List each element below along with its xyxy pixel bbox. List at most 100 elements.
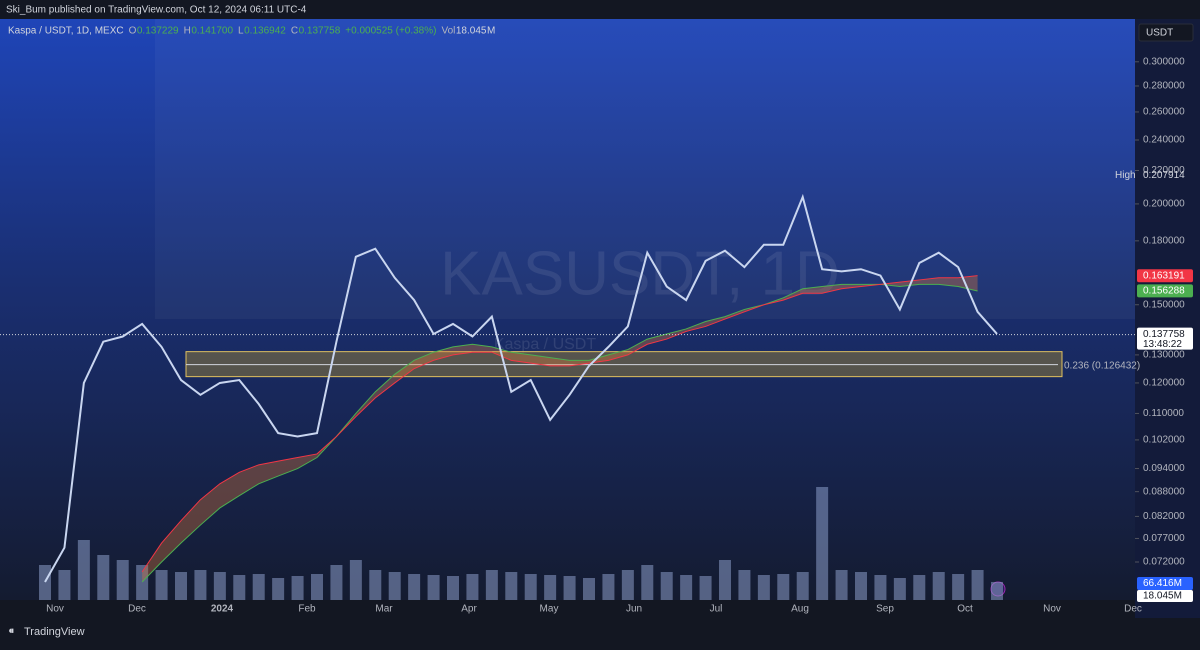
y-tick-label: 0.220000 <box>1143 165 1185 176</box>
legend-vol-unit: M <box>487 26 495 37</box>
x-tick-label: Aug <box>791 604 809 615</box>
volume-bar <box>991 581 1003 600</box>
volume-bar <box>136 565 149 600</box>
y-tick-label: 0.180000 <box>1143 235 1185 246</box>
volume-bar <box>388 572 401 600</box>
countdown: 13:48:22 <box>1143 339 1182 350</box>
y-tick-label: 0.120000 <box>1143 378 1185 389</box>
y-tick-label: 0.072000 <box>1143 557 1185 568</box>
y-tick-label: 0.240000 <box>1143 135 1185 146</box>
price-line <box>44 193 998 583</box>
volume-bar <box>524 574 537 600</box>
volume-bar <box>349 560 362 600</box>
legend-o: 0.137229 <box>137 26 179 37</box>
volume-bar <box>893 578 906 600</box>
x-tick-label: Mar <box>375 604 393 615</box>
volume-bar <box>39 565 51 600</box>
volume-bar <box>757 575 770 600</box>
volume-bar <box>291 576 304 600</box>
y-tick-label: 0.260000 <box>1143 107 1185 118</box>
volume-bar <box>116 560 129 600</box>
volume-bar <box>913 575 926 600</box>
ema-value: 0.156288 <box>1143 285 1185 296</box>
volume-bar <box>583 578 595 600</box>
volume-bar <box>505 572 518 600</box>
y-tick-label: 0.130000 <box>1143 350 1185 361</box>
y-tick-label: 0.280000 <box>1143 81 1185 92</box>
y-tick-label: 0.077000 <box>1143 533 1185 544</box>
top-bar <box>0 0 1200 19</box>
volume-bar <box>544 575 557 600</box>
chart-area <box>0 19 1135 600</box>
ema-value: 0.163191 <box>1143 270 1185 281</box>
legend-c: 0.137758 <box>299 26 341 37</box>
x-tick-label: Sep <box>876 604 894 615</box>
volume-bar <box>97 555 110 600</box>
y-tick-label: 0.082000 <box>1143 511 1185 522</box>
y-tick-label: 0.088000 <box>1143 486 1185 497</box>
volume-bar <box>971 570 984 600</box>
volume-bar <box>952 574 965 600</box>
vol-box <box>1137 590 1193 602</box>
volume-bar <box>602 574 615 600</box>
volume-bar <box>408 574 421 600</box>
x-tick-label: Jul <box>710 604 723 615</box>
publisher: Ski_Bum published on TradingView.com, Oc… <box>6 5 307 16</box>
legend-c-label: C <box>291 26 298 37</box>
volume-bar <box>233 575 246 600</box>
watermark-sub: Kaspa / USDT <box>494 336 596 353</box>
volume-bar <box>874 575 887 600</box>
volume-bar <box>194 570 207 600</box>
logo-mark: ⁌ <box>8 623 15 638</box>
vol-ma-box <box>1137 577 1193 590</box>
volume-bar <box>466 574 479 600</box>
legend-h-label: H <box>184 26 191 37</box>
volume-bar <box>932 572 945 600</box>
legend-h: 0.141700 <box>191 26 233 37</box>
volume-bar <box>816 487 829 600</box>
high-value: 0.207914 <box>1143 170 1185 181</box>
y-tick-label: 0.110000 <box>1143 408 1184 419</box>
volume-bar <box>738 570 751 600</box>
ema-box <box>1137 269 1193 283</box>
watermark: KASUSDT, 1D <box>440 239 840 308</box>
volume-bar <box>311 574 323 600</box>
last-price-box <box>1137 327 1193 350</box>
x-tick-label: Jun <box>626 604 642 615</box>
high-label: High <box>1115 170 1136 181</box>
y-tick-label: 0.150000 <box>1143 299 1185 310</box>
volume-bar <box>427 575 440 600</box>
volume-bar <box>213 572 226 600</box>
volume-bar <box>485 570 498 600</box>
y-tick-label: 0.094000 <box>1143 463 1185 474</box>
volume-bar <box>447 576 459 600</box>
legend-vol: 18.045 <box>456 26 487 37</box>
legend-change: +0.000525 (+0.38%) <box>345 26 436 37</box>
x-tick-label: Dec <box>1124 604 1142 615</box>
ema-box <box>1137 284 1193 298</box>
legend-vol-label: Vol <box>441 26 455 37</box>
highlight <box>155 19 1135 319</box>
volume-bar <box>58 570 71 600</box>
currency-button[interactable] <box>1138 23 1194 42</box>
volume-bar <box>77 540 90 600</box>
x-tick-label: May <box>540 604 559 615</box>
volume-bar <box>719 560 731 600</box>
y-tick-label: 0.102000 <box>1143 435 1185 446</box>
legend-symbol: Kaspa / USDT, 1D, MEXC <box>8 26 124 37</box>
y-tick-label: 0.300000 <box>1143 56 1185 67</box>
volume-bar <box>330 565 343 600</box>
volume-bar <box>660 572 673 600</box>
volume-bar <box>835 570 848 600</box>
price-axis <box>1135 19 1200 618</box>
legend-l: 0.136942 <box>244 26 286 37</box>
vol-ma-label: 66.416M <box>1143 578 1182 589</box>
volume-bar <box>621 570 634 600</box>
currency-text: USDT <box>1146 28 1173 39</box>
x-tick-label: Apr <box>461 604 477 615</box>
volume-bar <box>855 572 867 600</box>
volume-bar <box>563 576 576 600</box>
time-axis <box>0 600 1135 618</box>
x-tick-label: Nov <box>46 604 64 615</box>
